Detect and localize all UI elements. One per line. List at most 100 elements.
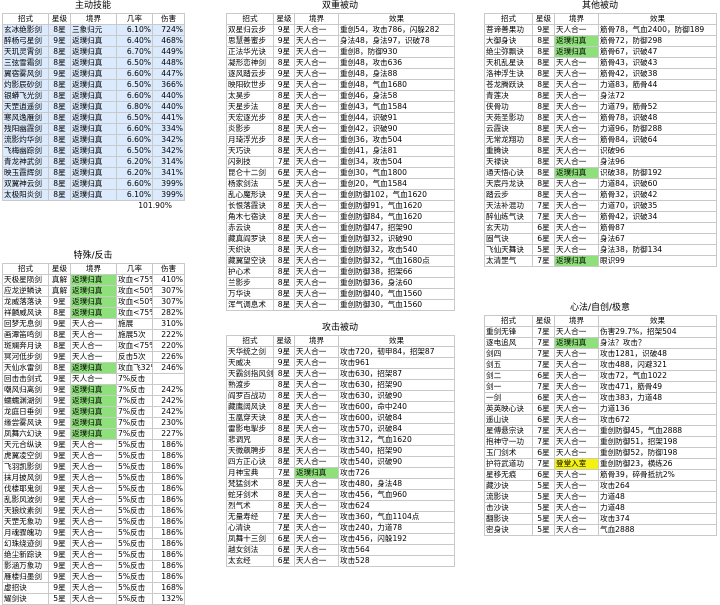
- table-row: 天玑灵霄剑 8星 返璞归真 6.70% 449%: [2, 46, 185, 58]
- cell-value-b: 186%: [152, 483, 185, 495]
- cell-skill-name: 虚招诀: [2, 582, 49, 594]
- table-row: 兰影步 8星 天人合一 重创防御36，身法60: [226, 277, 455, 289]
- cell-value-a: 重创防御30，气血1560: [338, 299, 455, 311]
- cell-realm: 天人合一: [70, 318, 117, 330]
- section-title: 攻击被动: [321, 323, 358, 333]
- column-header: 效果: [338, 13, 455, 25]
- cell-value-a: 身法38，防御134: [598, 244, 717, 256]
- cell-value-a: 识破38，防御192: [598, 167, 717, 179]
- cell-skill-name: 太清罡气: [484, 255, 533, 267]
- cell-realm: 返璞归真: [70, 384, 117, 396]
- cell-skill-name: 剑五: [484, 359, 533, 371]
- cell-star-level: 8星: [48, 189, 71, 201]
- cell-value-a: 攻击540，招架90: [338, 445, 455, 457]
- cell-value-b: 440%: [152, 90, 185, 102]
- cell-star-level: 8星: [273, 266, 295, 278]
- cell-star-level: 7星: [273, 511, 295, 523]
- table-row: 无常龙翔功 8星 天人合一 筋骨84，识破64: [484, 134, 717, 146]
- cell-realm: 天人合一: [294, 101, 339, 113]
- cell-skill-name: 天宸丹龙诀: [484, 178, 533, 190]
- table-row: 天狼纹素剑 9星 天人合一 5%反击 186%: [2, 505, 185, 517]
- cell-skill-name: 绝尘弥飘诀: [484, 46, 533, 58]
- cell-realm: 返璞归真: [554, 46, 599, 58]
- table-row: 太玄经 6星 天人合一 攻击528: [226, 555, 455, 567]
- cell-value-a: 身法？攻击？: [598, 337, 717, 349]
- cell-skill-name: 菩谛善果功: [484, 24, 533, 36]
- cell-realm: 天人合一: [294, 244, 339, 256]
- cell-skill-name: 重剑无锋: [484, 326, 533, 338]
- cell-star-level: 7星: [273, 522, 295, 534]
- cell-realm: 天人合一: [70, 461, 117, 473]
- cell-star-level: 7星: [532, 425, 555, 437]
- cell-realm: 天人合一: [554, 233, 599, 245]
- table-header-row: 招式 星级 境界 效果: [484, 315, 717, 327]
- cell-skill-name: 闪刺技: [226, 156, 274, 168]
- table-row: 太极阳炎剑 8星 返璞归真 6.10% 399%: [2, 189, 185, 201]
- table-row: 冥河低步剑 9星 天人合一 反击5次 226%: [2, 351, 185, 363]
- cell-skill-name: 龙威落落诀: [2, 296, 49, 308]
- cell-star-level: 8星: [532, 79, 555, 91]
- cell-value-a: 筋骨42，识破38: [598, 68, 717, 80]
- table-row: 幻珠绕迹剑 9星 天人合一 5%反击 186%: [2, 538, 185, 550]
- cell-value-b: 410%: [152, 274, 185, 286]
- cell-realm: 天人合一: [294, 79, 339, 91]
- cell-star-level: 8星: [532, 156, 555, 168]
- column-header: 星级: [273, 13, 295, 25]
- cell-value-b: 186%: [152, 494, 185, 506]
- cell-skill-name: 映阳砍世步: [226, 79, 274, 91]
- table-row: 昆仑十二剑 6星 天人合一 重创30，气血1800: [226, 167, 455, 179]
- cell-star-level: 9星: [48, 450, 71, 462]
- cell-value-b: 220%: [152, 340, 185, 352]
- cell-skill-name: 击沙诀: [484, 502, 533, 514]
- cell-skill-name: 逐风踏云步: [226, 68, 274, 80]
- cell-value-a: 重创防御38，招架66: [338, 266, 455, 278]
- cell-value-a: 攻击961: [338, 357, 455, 369]
- cell-realm: 天人合一: [294, 178, 339, 190]
- table-row: 凤舞六幻诀 9星 返璞归真 7%反击 227%: [2, 428, 185, 440]
- cell-realm: 天人合一: [294, 222, 339, 234]
- cell-skill-name: 天法补混功: [484, 200, 533, 212]
- table-row: 心清诀 7星 天人合一 攻击240，力道78: [226, 522, 455, 534]
- cell-value-b: 230%: [152, 417, 185, 429]
- cell-realm: 返璞归真: [70, 428, 117, 440]
- cell-star-level: 8星: [273, 222, 295, 234]
- table-row: 流影灼华剑 8星 返璞归真 6.60% 342%: [2, 134, 185, 146]
- cell-realm: 天人合一: [70, 505, 117, 517]
- cell-value-a: 力道84，识破60: [598, 178, 717, 190]
- cell-value-a: 5%反击: [116, 439, 153, 451]
- cell-value-a: 伤害29.7%，招架504: [598, 326, 717, 338]
- table-row: 阎罗百战功 8星 天人合一 攻击630，识破90: [226, 390, 455, 402]
- cell-star-level: 8星: [48, 167, 71, 179]
- cell-realm: 天人合一: [70, 527, 117, 539]
- cell-value-a: 6.40%: [116, 35, 153, 47]
- cell-skill-name: 天威决: [226, 357, 274, 369]
- table-row: 天微飙聘步 8星 天人合一 攻击540，招架90: [226, 445, 455, 457]
- cell-skill-name: 思慧善蜜步: [226, 35, 274, 47]
- cell-star-level: 9星: [48, 439, 71, 451]
- cell-star-level: 8星: [532, 68, 555, 80]
- cell-realm: 天人合一: [70, 516, 117, 528]
- table-row: 玄冰绝影剑 8星 三象归元 6.10% 724%: [2, 24, 185, 36]
- cell-realm: 天人合一: [294, 288, 339, 300]
- table-row: 翼宿雾风剑 9星 返璞归真 6.60% 447%: [2, 68, 185, 80]
- cell-skill-name: 映玉霞辉剑: [2, 167, 49, 179]
- cell-value-b: 468%: [152, 35, 185, 47]
- cell-skill-name: 龙庭日垂剑: [2, 406, 49, 418]
- cell-skill-name: 藏翼望空诀: [226, 255, 274, 267]
- cell-realm: 天人合一: [294, 478, 339, 490]
- cell-skill-name: 青莲决: [484, 90, 533, 102]
- cell-skill-name: 剑一: [484, 381, 533, 393]
- cell-realm: 返璞归真: [70, 178, 117, 190]
- cell-value-a: 识破96: [598, 145, 717, 157]
- cell-star-level: 8星: [48, 145, 71, 157]
- cell-value-a: 5%反击: [116, 472, 153, 484]
- section-active-skills: 主动技能 招式 星级 境界 几率 伤害 玄冰绝影剑 8星 三象归元 6.10% 724% 醉杨弓星…: [2, 0, 185, 211]
- cell-skill-name: 万华诀: [226, 288, 274, 300]
- cell-skill-name: 醉杨弓星剑: [2, 35, 49, 47]
- mental-methods-table: 招式 星级 境界 效果 重剑无锋 7星 天人合一 伤害29.7%，招架504 逐电追风 7星 返璞…: [484, 315, 717, 536]
- cell-skill-name: 长恨落霞诀: [226, 200, 274, 212]
- cell-value-a: 重创36，攻击504: [338, 134, 455, 146]
- cell-value-a: 5%反击: [116, 494, 153, 506]
- table-row: 玉凰穿天诀 8星 天人合一 攻击600，识破84: [226, 412, 455, 424]
